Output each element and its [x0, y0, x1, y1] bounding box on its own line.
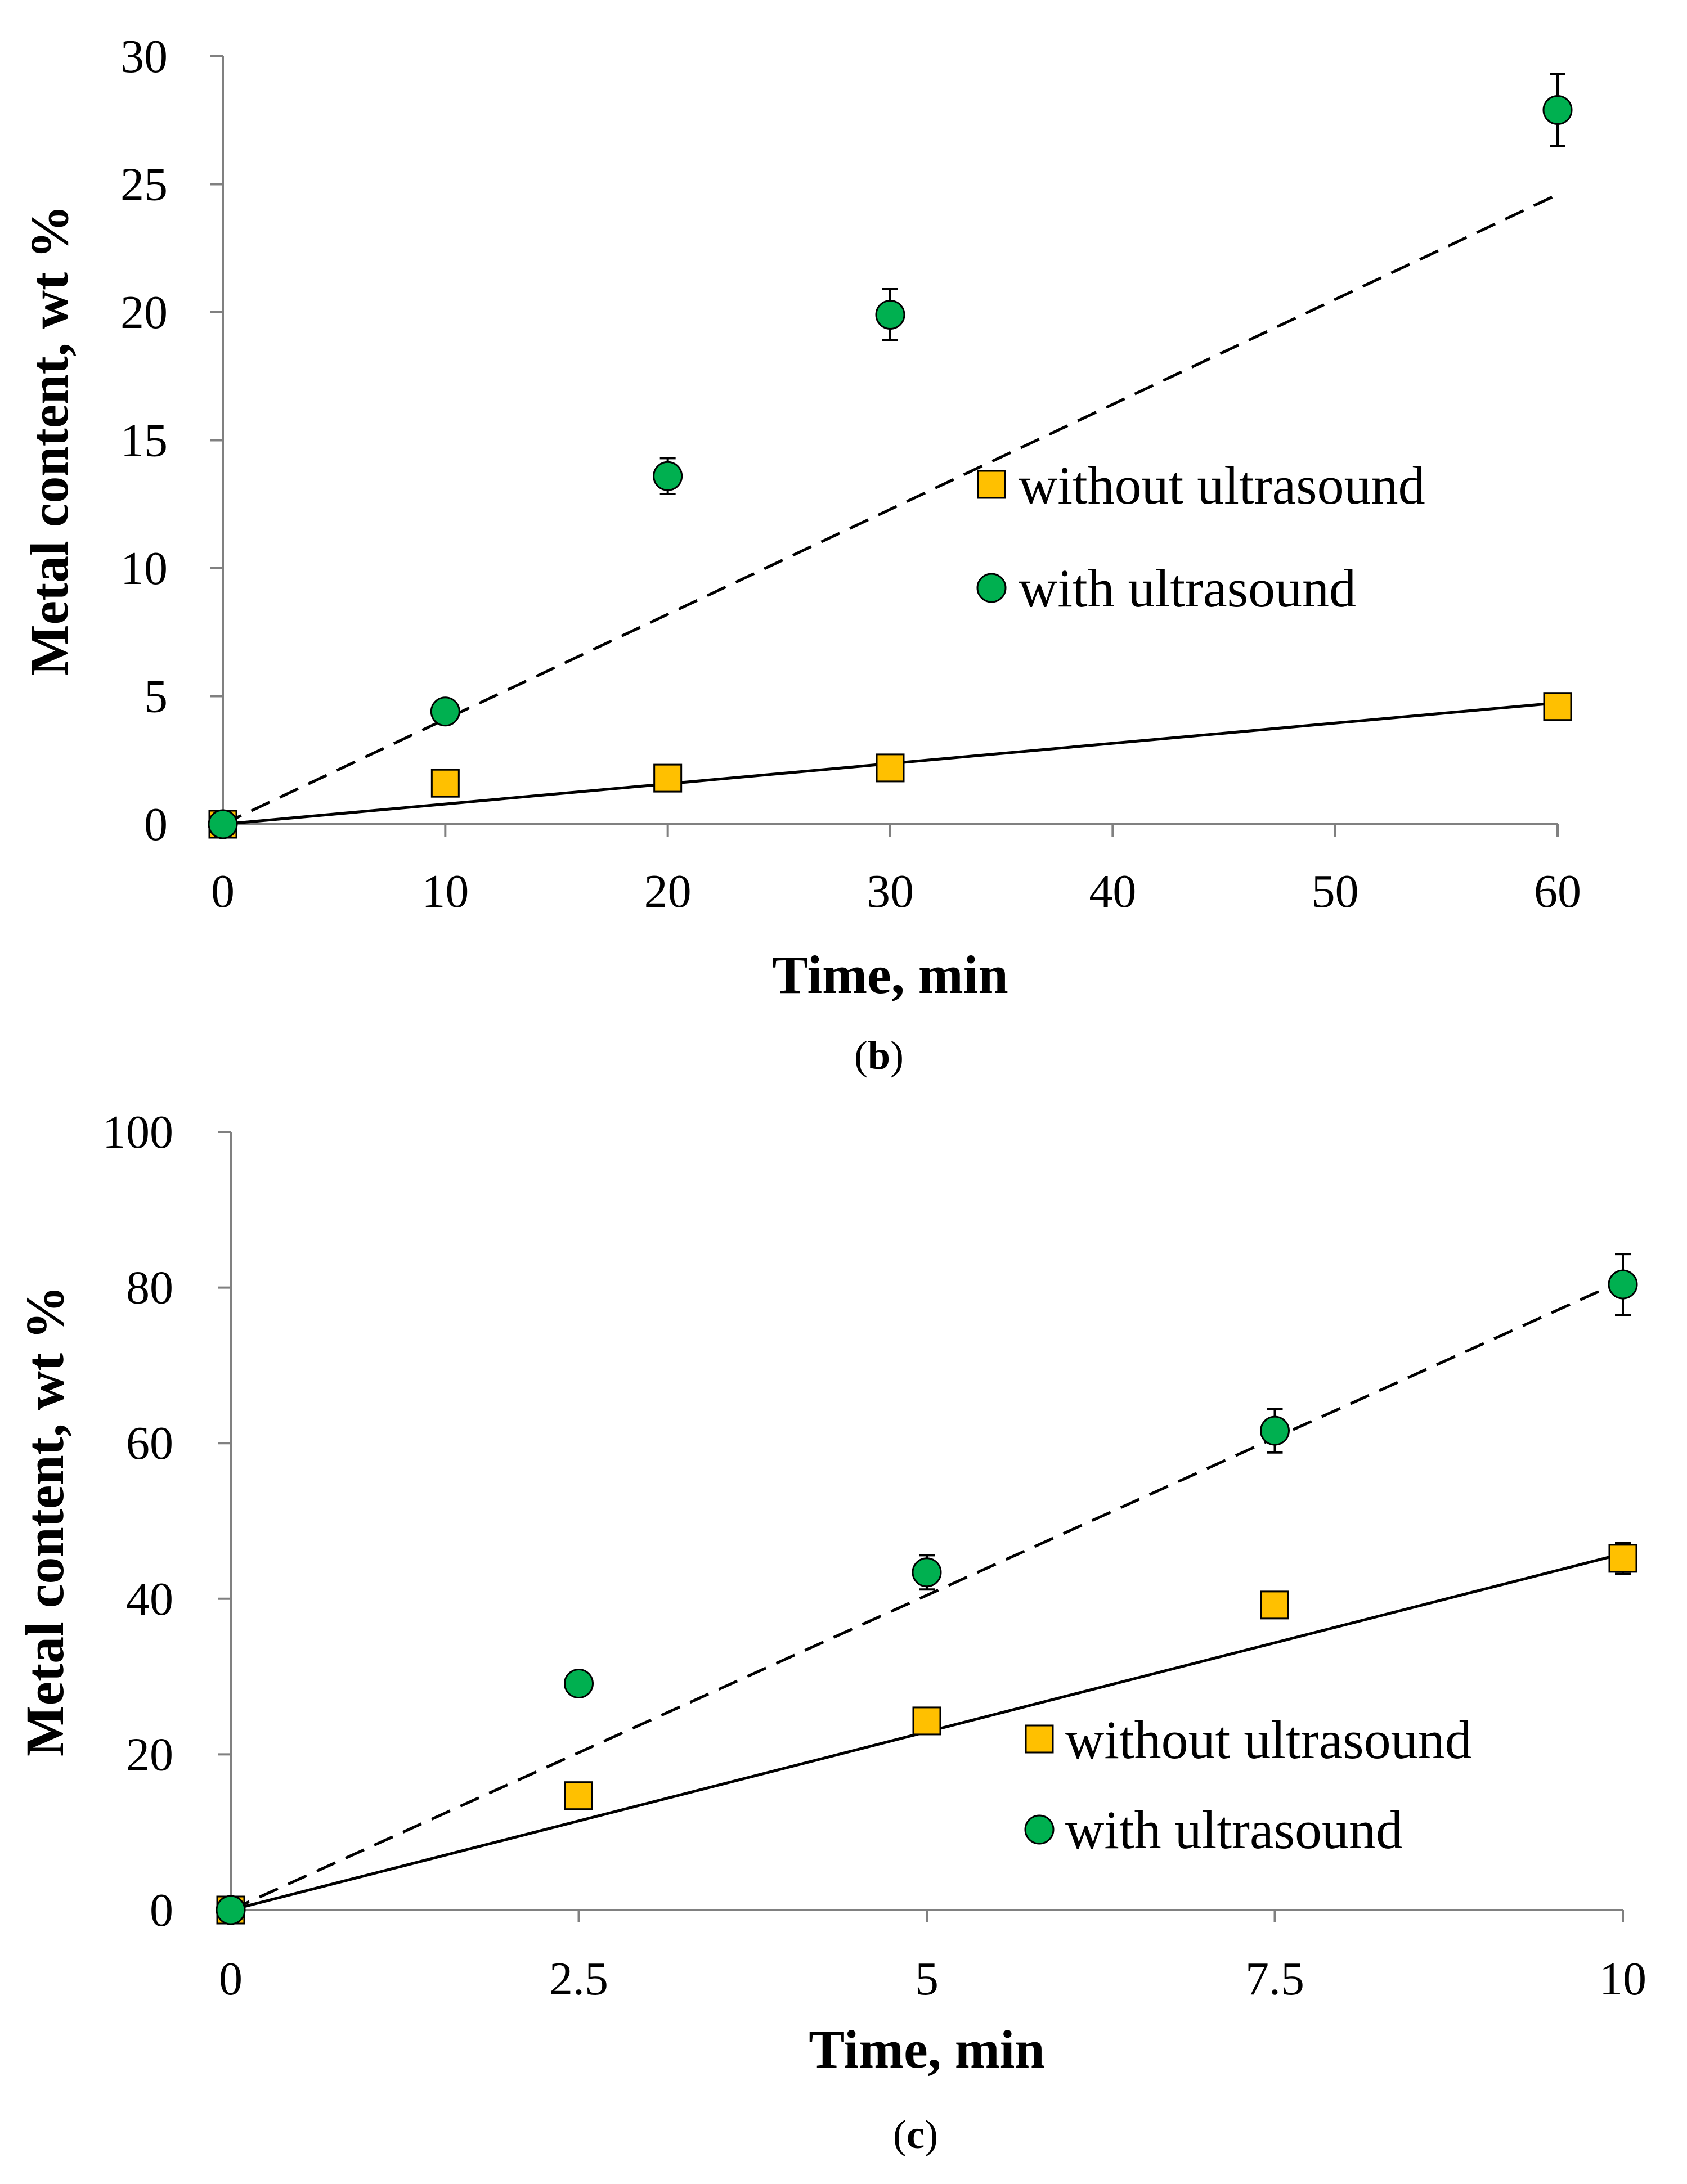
y-tick-label: 40	[126, 1573, 173, 1625]
panel-label: (b)	[854, 1033, 904, 1078]
point-without-ultrasound	[1260, 1590, 1289, 1620]
point-with-ultrasound	[1608, 1269, 1638, 1300]
x-tick-label: 10	[421, 865, 469, 918]
point-with-ultrasound	[208, 809, 238, 839]
y-tick-label: 100	[102, 1106, 173, 1158]
point-with-ultrasound	[430, 696, 460, 727]
legend-label: without ultrasound	[1065, 1710, 1472, 1770]
point-with-ultrasound	[1542, 95, 1573, 125]
point-without-ultrasound	[912, 1706, 941, 1736]
chart-panel-c: 0 20 40 60 80 100 0 2.5 5 7.5 10 Time, min Metal con…	[15, 1106, 1646, 2157]
x-tick-label: 10	[1599, 1953, 1646, 2005]
point-without-ultrasound	[1543, 692, 1572, 721]
y-tick-label: 30	[120, 30, 168, 83]
point-with-ultrasound	[653, 461, 683, 491]
x-tick-label: 50	[1312, 865, 1359, 918]
x-axis-title: Time, min	[809, 2019, 1045, 2079]
point-without-ultrasound	[1608, 1544, 1637, 1573]
legend-label: without ultrasound	[1019, 455, 1425, 515]
x-tick-label: 2.5	[549, 1953, 608, 2005]
x-tick-label: 40	[1089, 865, 1136, 918]
point-without-ultrasound	[876, 753, 905, 783]
y-tick-label: 10	[120, 542, 168, 595]
x-tick-label: 60	[1534, 865, 1581, 918]
point-with-ultrasound	[216, 1895, 246, 1925]
point-without-ultrasound	[564, 1781, 593, 1810]
legend-marker-with-ultrasound	[976, 573, 1007, 603]
legend-marker-without-ultrasound	[977, 470, 1006, 499]
point-without-ultrasound	[653, 763, 683, 793]
y-tick-label: 0	[144, 798, 168, 851]
trendline-with-ultrasound	[230, 1279, 1624, 1912]
y-tick-label: 25	[120, 159, 168, 211]
legend-marker-without-ultrasound	[1025, 1724, 1054, 1754]
y-axis-title: Metal content, wt %	[19, 205, 79, 676]
y-tick-label: 20	[126, 1728, 173, 1781]
x-axis-title: Time, min	[772, 945, 1008, 1005]
trendline-with-ultrasound	[222, 193, 1559, 826]
legend-marker-with-ultrasound	[1024, 1814, 1055, 1845]
y-tick-label: 20	[120, 286, 168, 339]
point-with-ultrasound	[1260, 1415, 1290, 1446]
legend-label: with ultrasound	[1019, 558, 1356, 618]
y-tick-label: 0	[150, 1884, 173, 1936]
x-tick-label: 0	[219, 1953, 243, 2005]
y-tick-label: 80	[126, 1262, 173, 1314]
x-tick-label: 30	[867, 865, 914, 918]
panel-label: (c)	[893, 2112, 938, 2157]
y-axis-title: Metal content, wt %	[15, 1286, 75, 1756]
x-tick-label: 7.5	[1245, 1953, 1304, 2005]
x-tick-label: 0	[211, 865, 235, 918]
point-with-ultrasound	[564, 1669, 594, 1699]
y-tick-label: 15	[120, 415, 168, 467]
point-without-ultrasound	[430, 769, 460, 798]
point-with-ultrasound	[912, 1557, 942, 1588]
legend-label: with ultrasound	[1065, 1800, 1403, 1860]
y-tick-label: 5	[144, 671, 168, 723]
chart-panel-b: 0 5 10 15 20 25 30 0 10 20 30 40 50 60 Time, min Metal …	[19, 30, 1581, 1078]
y-tick-label: 60	[126, 1417, 173, 1470]
x-tick-label: 5	[915, 1953, 939, 2005]
x-tick-label: 20	[644, 865, 692, 918]
point-with-ultrasound	[875, 300, 905, 330]
